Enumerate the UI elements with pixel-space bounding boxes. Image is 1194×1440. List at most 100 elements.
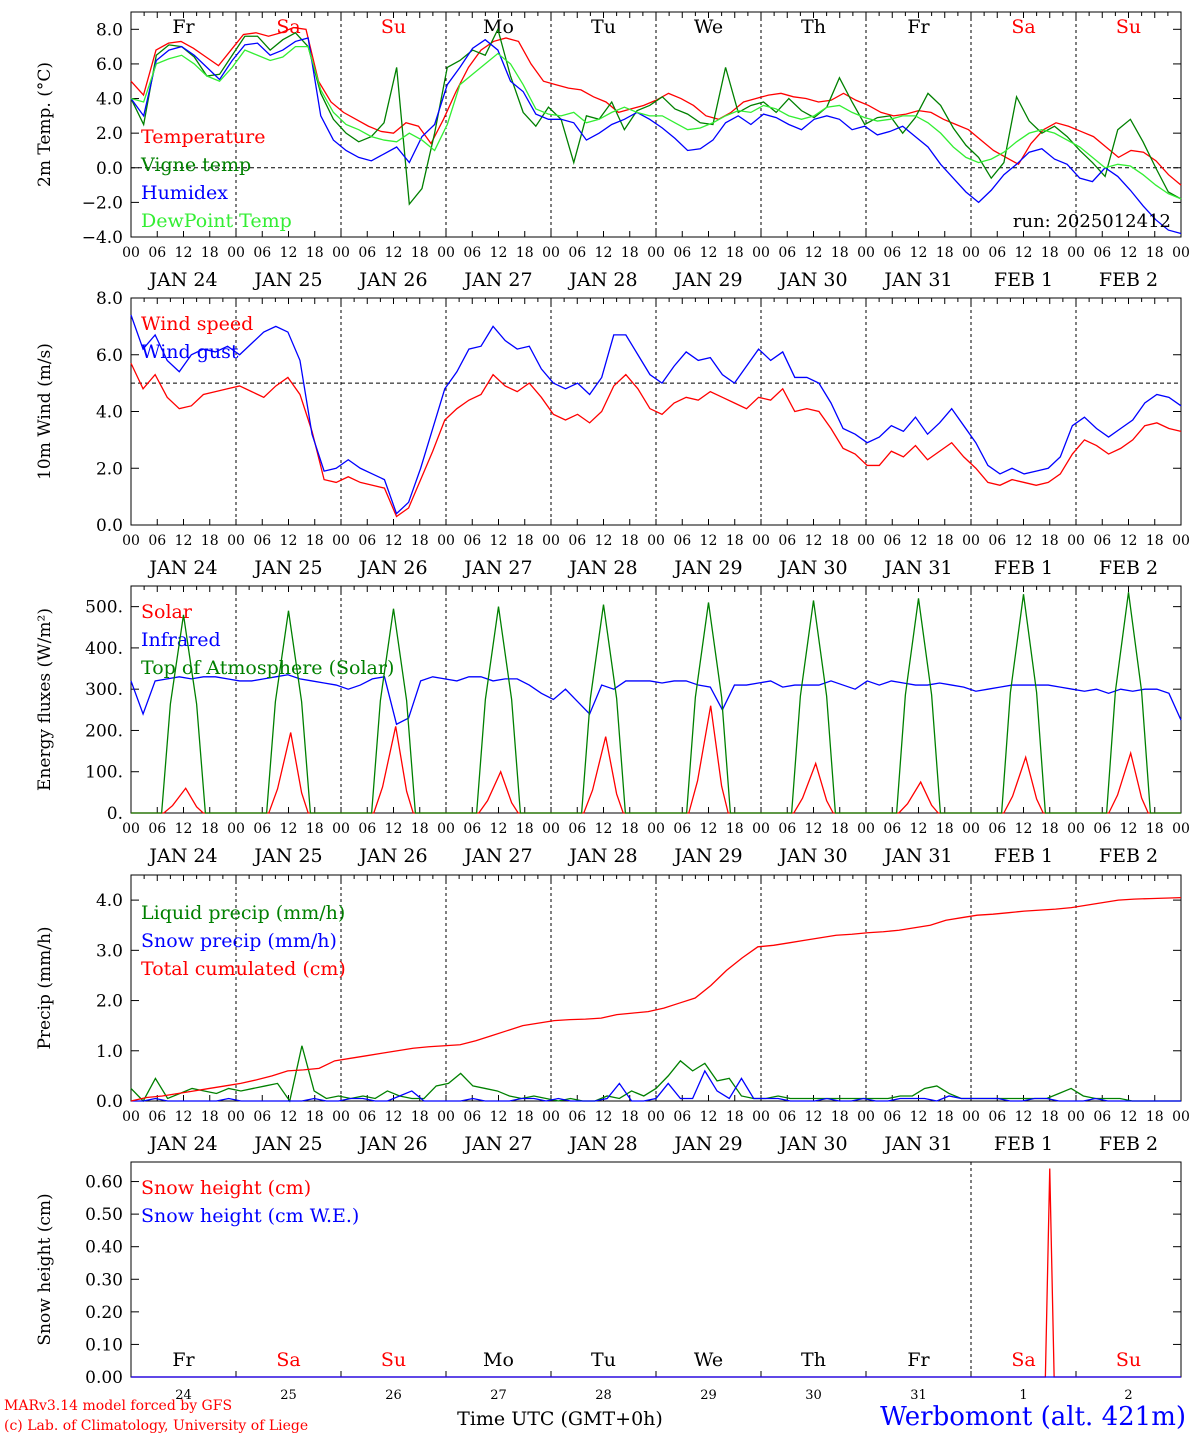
weekday-label: Sa	[1011, 1349, 1035, 1371]
x-day-number: 27	[490, 1388, 507, 1403]
x-day-label: FEB 1	[994, 845, 1053, 867]
x-day-label: JAN 30	[777, 557, 847, 579]
series-line	[130, 27, 1182, 206]
y-tick-label: 0.0	[96, 1092, 123, 1112]
x-day-label: JAN 27	[462, 845, 532, 867]
x-day-label: JAN 24	[147, 1133, 217, 1155]
x-hour-label: 12	[1015, 533, 1033, 549]
legend-entry: DewPoint Temp	[141, 210, 292, 232]
x-hour-label: 12	[175, 821, 193, 837]
x-hour-label: 18	[516, 821, 534, 837]
y-tick-label: 300.	[85, 680, 123, 700]
series-line	[130, 674, 1182, 726]
weekday-label: Th	[801, 1349, 826, 1371]
x-hour-label: 06	[883, 1109, 901, 1125]
x-hour-label: 18	[831, 821, 849, 837]
x-hour-label: 18	[726, 1109, 744, 1125]
x-hour-label: 12	[490, 245, 508, 261]
x-day-label: JAN 29	[672, 845, 742, 867]
x-hour-label: 18	[1041, 533, 1059, 549]
series-line	[130, 37, 1182, 235]
x-hour-label: 12	[910, 821, 928, 837]
legend-entry: Wind gust	[141, 341, 239, 363]
x-hour-label: 00	[647, 245, 665, 261]
x-hour-label: 12	[910, 533, 928, 549]
x-hour-label: 18	[411, 533, 429, 549]
weekday-label: Sa	[1011, 16, 1035, 38]
x-day-label: FEB 2	[1099, 269, 1158, 291]
x-axis-title: Time UTC (GMT+0h)	[457, 1408, 663, 1430]
x-hour-label: 18	[831, 245, 849, 261]
x-hour-label: 06	[883, 821, 901, 837]
x-hour-label: 12	[1015, 1109, 1033, 1125]
x-hour-label: 12	[700, 533, 718, 549]
x-hour-label: 06	[358, 533, 376, 549]
x-hour-label: 12	[280, 821, 298, 837]
x-hour-label: 12	[1120, 533, 1138, 549]
series-line	[130, 362, 1182, 518]
x-hour-label: 18	[201, 1109, 219, 1125]
y-tick-label: 6.0	[96, 346, 123, 366]
legend-entry: Vigne temp	[140, 154, 251, 176]
series-line	[130, 26, 1182, 186]
x-hour-label: 00	[857, 533, 875, 549]
legend-entry: Infrared	[141, 629, 221, 651]
y-tick-label: 0.60	[85, 1173, 123, 1193]
x-hour-label: 12	[385, 1109, 403, 1125]
y-tick-label: 2.0	[96, 992, 123, 1012]
x-hour-label: 12	[595, 821, 613, 837]
y-tick-label: 3.0	[96, 941, 123, 961]
x-hour-label: 12	[280, 533, 298, 549]
y-tick-label: −2.0	[82, 193, 123, 213]
x-hour-label: 18	[1146, 533, 1164, 549]
y-tick-label: 0.40	[85, 1238, 123, 1258]
x-hour-label: 18	[411, 821, 429, 837]
x-day-label: JAN 25	[252, 557, 322, 579]
y-axis-label: 10m Wind (m/s)	[35, 343, 55, 480]
x-hour-label: 06	[883, 533, 901, 549]
x-hour-label: 18	[201, 245, 219, 261]
lab-credit: (c) Lab. of Climatology, University of L…	[4, 1418, 309, 1434]
x-day-label: JAN 25	[252, 269, 322, 291]
x-hour-label: 18	[936, 1109, 954, 1125]
x-hour-label: 06	[673, 1109, 691, 1125]
x-day-label: JAN 27	[462, 557, 532, 579]
weekday-label: We	[694, 16, 723, 38]
series-line	[131, 592, 1181, 814]
x-hour-label: 18	[1041, 821, 1059, 837]
x-day-label: JAN 28	[567, 1133, 637, 1155]
x-hour-label: 18	[621, 1109, 639, 1125]
x-hour-label: 18	[1146, 245, 1164, 261]
x-hour-label: 18	[726, 533, 744, 549]
legend-entry: Snow height (cm W.E.)	[141, 1205, 359, 1227]
x-day-number: 31	[910, 1388, 927, 1403]
x-day-number: 29	[700, 1388, 717, 1403]
x-hour-label: 06	[568, 245, 586, 261]
x-hour-label: 06	[568, 533, 586, 549]
x-hour-label: 18	[936, 533, 954, 549]
legend-entry: Liquid precip (mm/h)	[141, 902, 345, 924]
x-hour-label: 12	[490, 533, 508, 549]
x-day-number: 25	[280, 1388, 297, 1403]
x-hour-label: 00	[1067, 245, 1085, 261]
y-tick-label: 0.	[107, 804, 123, 824]
x-hour-label: 06	[778, 245, 796, 261]
x-day-label: JAN 27	[462, 1133, 532, 1155]
x-hour-label: 06	[358, 821, 376, 837]
x-day-label: JAN 25	[252, 1133, 322, 1155]
x-hour-label: 18	[516, 1109, 534, 1125]
x-hour-label: 00	[122, 245, 140, 261]
x-day-label: JAN 31	[882, 269, 952, 291]
x-hour-label: 00	[1172, 821, 1190, 837]
x-hour-label: 12	[700, 245, 718, 261]
series-line	[130, 45, 1182, 200]
weekday-label: Fr	[907, 16, 930, 38]
weekday-label: Tu	[591, 16, 616, 38]
x-hour-label: 00	[647, 533, 665, 549]
weekday-label: Fr	[907, 1349, 930, 1371]
x-day-label: JAN 31	[882, 845, 952, 867]
x-hour-label: 12	[280, 1109, 298, 1125]
y-tick-label: 0.30	[85, 1270, 123, 1290]
x-hour-label: 18	[306, 821, 324, 837]
x-hour-label: 00	[1172, 533, 1190, 549]
